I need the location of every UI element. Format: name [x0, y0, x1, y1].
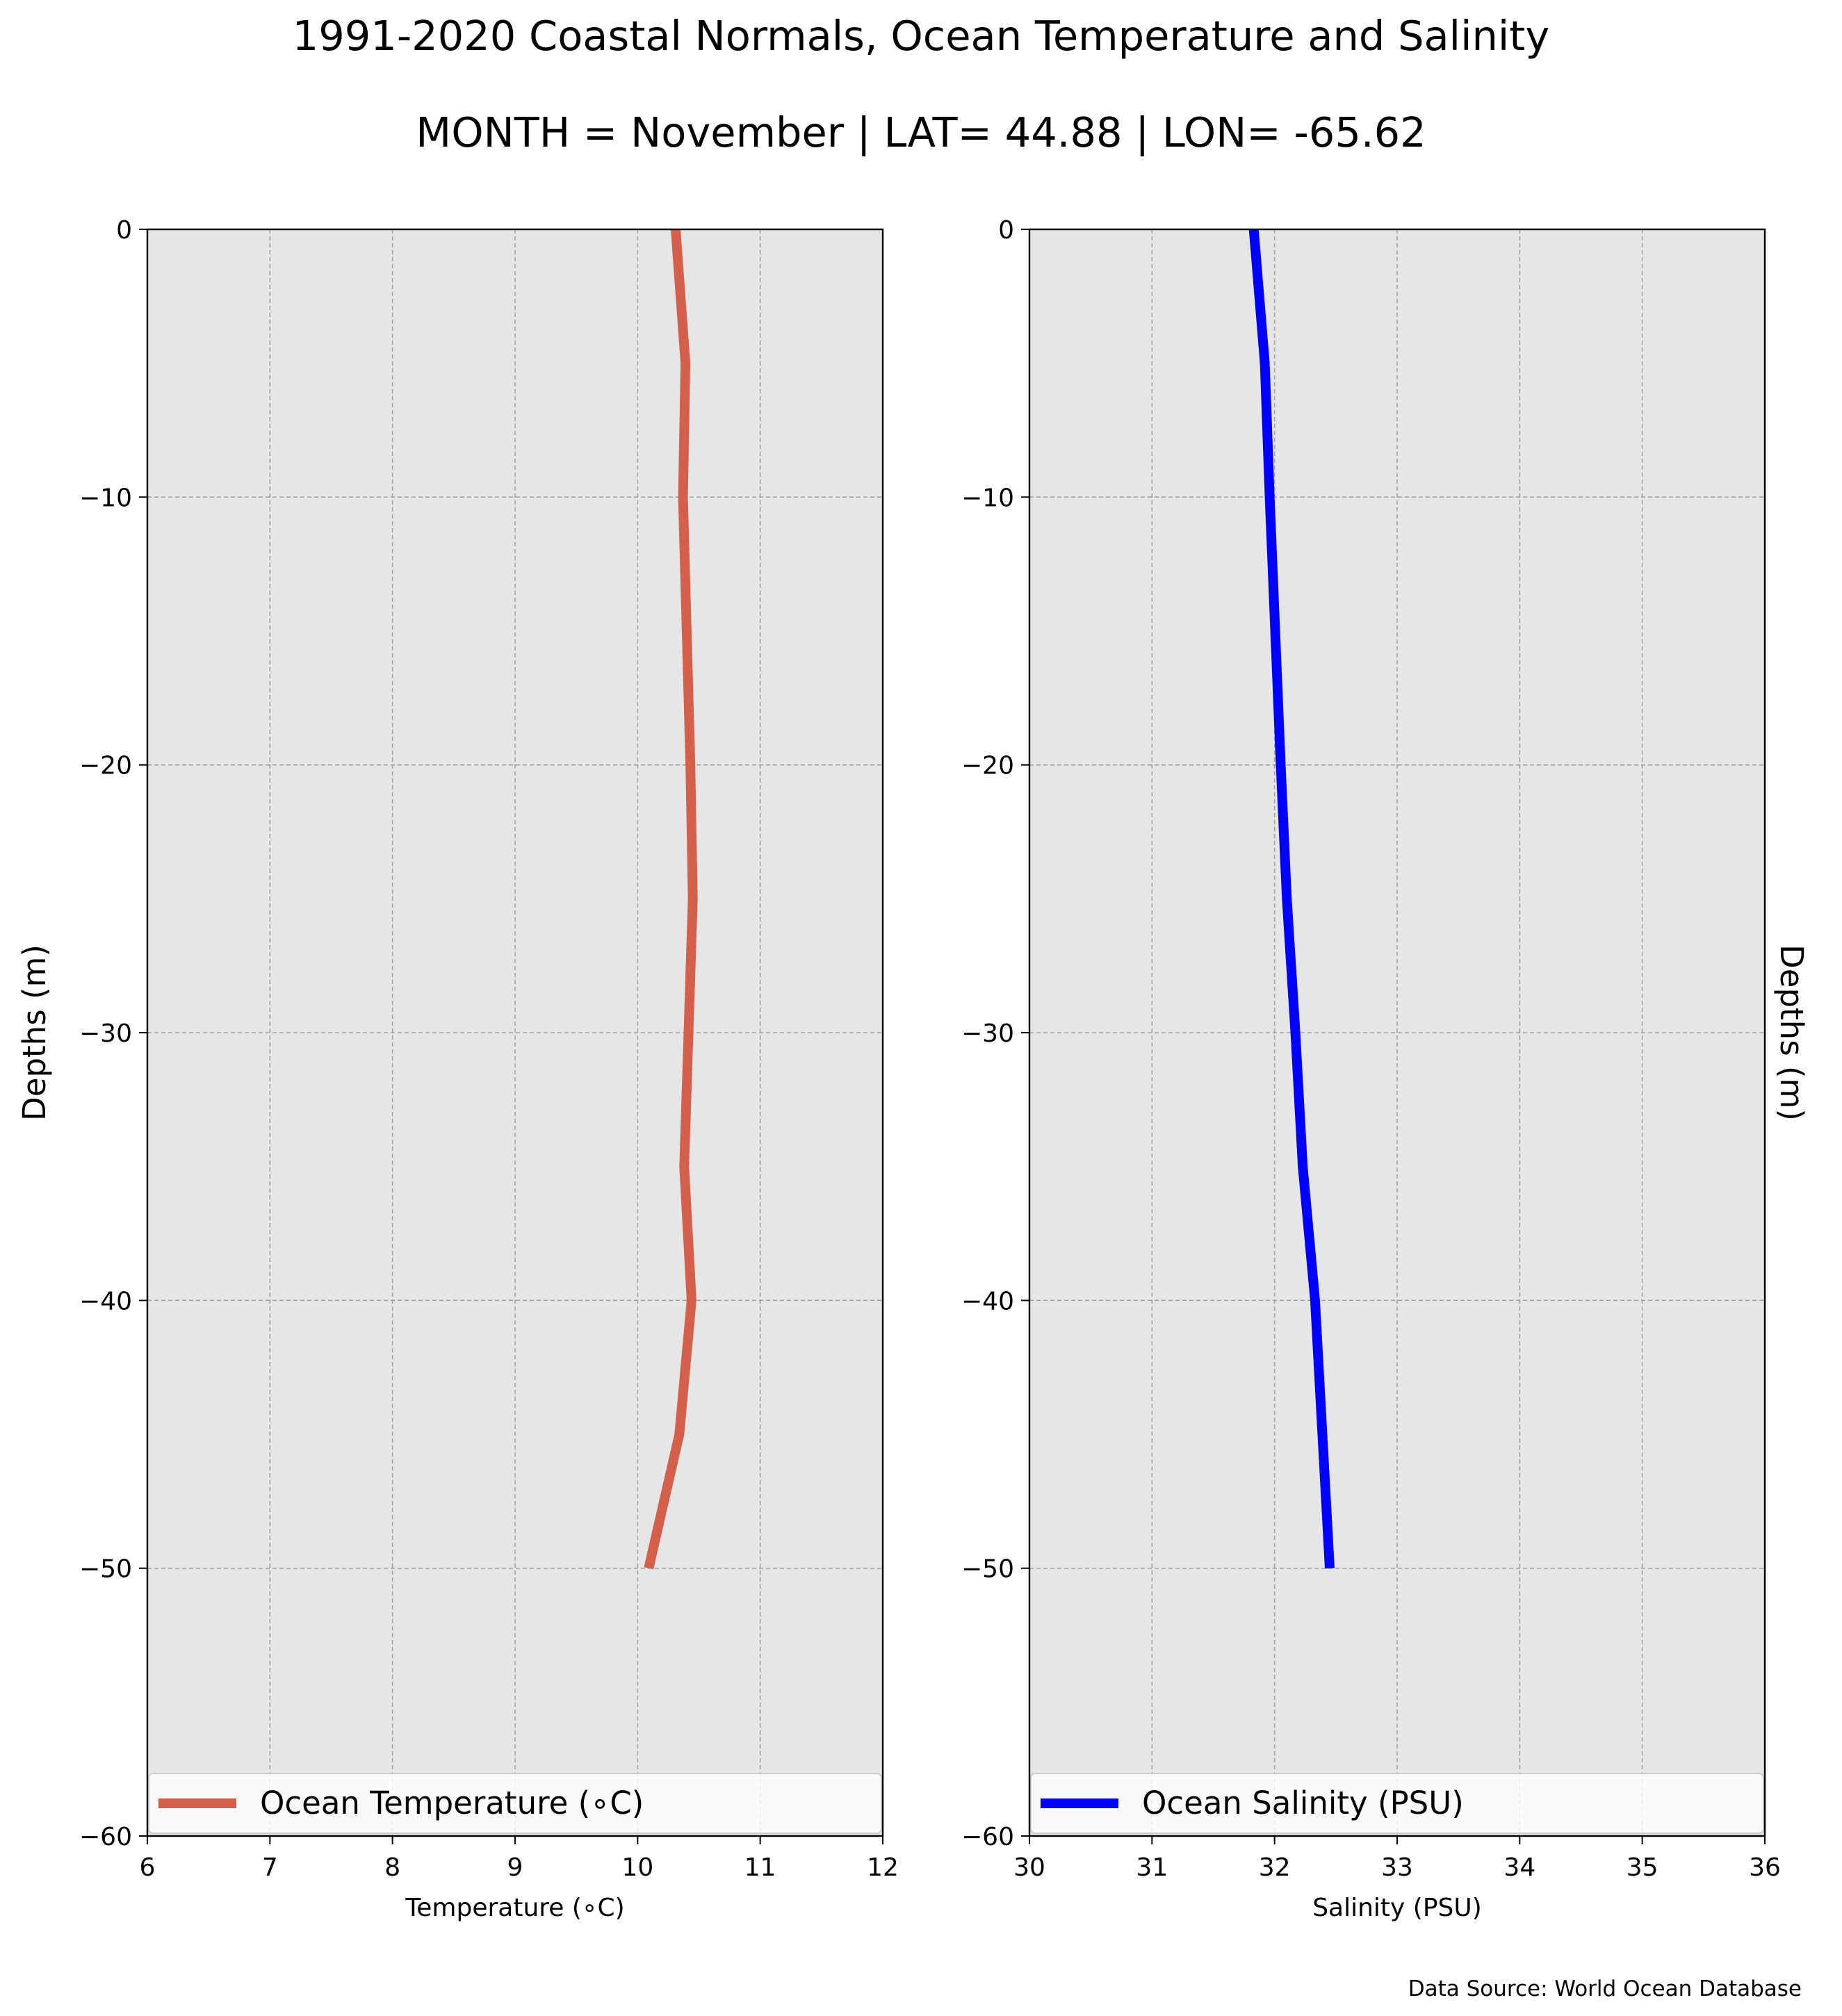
temp-y-axis-label: Depths (m)	[16, 944, 53, 1121]
sal-y-tick-label: −20	[961, 752, 1014, 780]
temp-x-tick-label: 8	[384, 1853, 400, 1882]
temp-x-tick-label: 6	[140, 1853, 156, 1882]
sal-series-line	[1248, 229, 1335, 1569]
sal-x-tick-label: 31	[1136, 1853, 1168, 1882]
sal-x-tick-label: 33	[1381, 1853, 1413, 1882]
salinity-panel: Ocean Salinity (PSU) 30 31 32 33 34 35 36 0 −10 −2…	[961, 216, 1810, 1922]
temp-legend-box	[148, 1773, 882, 1834]
temp-x-tick-label: 7	[262, 1853, 278, 1882]
sal-y-tick-label: −60	[961, 1823, 1014, 1851]
temp-x-tick-label: 11	[744, 1853, 776, 1882]
temp-x-axis-label: Temperature (∘C)	[405, 1894, 624, 1922]
sal-x-tick-label: 35	[1627, 1853, 1658, 1882]
sal-x-tick-label: 36	[1749, 1853, 1781, 1882]
sal-legend-label: Ocean Salinity (PSU)	[1142, 1785, 1464, 1821]
temp-y-tick-label: −30	[79, 1019, 132, 1048]
sal-y-tick-label: −10	[961, 484, 1014, 512]
temp-y-tick-label: −40	[79, 1287, 132, 1316]
temp-y-tick-label: −10	[79, 484, 132, 512]
chart-title: 1991-2020 Coastal Normals, Ocean Tempera…	[293, 12, 1550, 60]
temp-legend: Ocean Temperature (∘C)	[148, 1773, 882, 1834]
temp-legend-label: Ocean Temperature (∘C)	[260, 1785, 644, 1821]
sal-y-tick-label: −30	[961, 1019, 1014, 1048]
temp-y-tick-label: −20	[79, 752, 132, 780]
temp-x-tick-label: 12	[867, 1853, 899, 1882]
temp-x-tick-label: 10	[621, 1853, 653, 1882]
data-source-note: Data Source: World Ocean Database	[1408, 1976, 1802, 2001]
temperature-panel: Ocean Temperature (∘C) 6 7 8 9 10 11 12 0 −10 −20 −…	[16, 216, 899, 1922]
temp-x-tick-label: 9	[507, 1853, 523, 1882]
sal-y-axis-label: Depths (m)	[1773, 944, 1810, 1121]
temp-series-line	[644, 229, 698, 1570]
sal-legend-box	[1030, 1773, 1764, 1834]
temp-y-tick-label: −60	[79, 1823, 132, 1851]
sal-x-tick-label: 32	[1259, 1853, 1291, 1882]
sal-y-tick-label: 0	[998, 216, 1014, 245]
sal-x-tick-label: 30	[1013, 1853, 1045, 1882]
temp-y-tick-label: −50	[79, 1555, 132, 1584]
temp-y-tick-label: 0	[116, 216, 132, 245]
chart-subtitle: MONTH = November | LAT= 44.88 | LON= -65…	[416, 108, 1426, 156]
sal-x-axis-label: Salinity (PSU)	[1312, 1894, 1482, 1922]
sal-y-tick-label: −40	[961, 1287, 1014, 1316]
sal-x-tick-label: 34	[1503, 1853, 1535, 1882]
sal-y-tick-label: −50	[961, 1555, 1014, 1584]
sal-legend: Ocean Salinity (PSU)	[1030, 1773, 1764, 1834]
